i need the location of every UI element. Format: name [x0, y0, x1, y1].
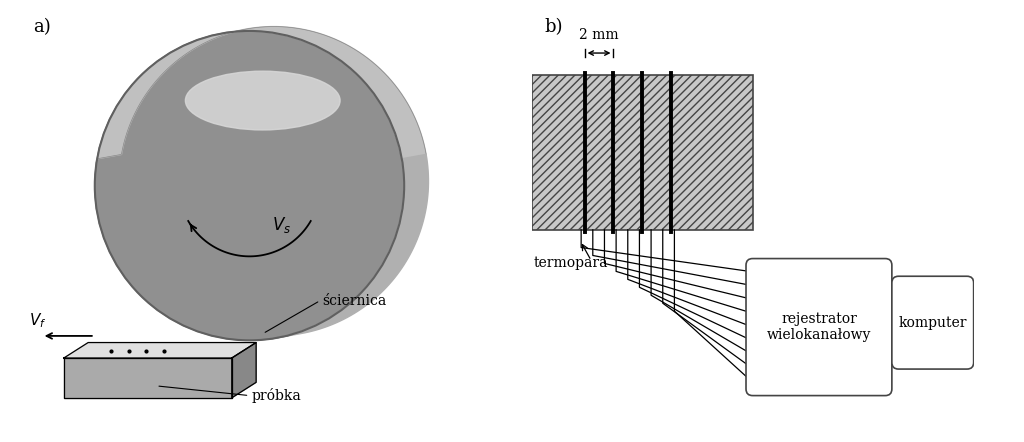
Text: 2 mm: 2 mm: [580, 28, 618, 42]
Polygon shape: [97, 27, 426, 159]
Circle shape: [95, 31, 404, 340]
Text: termopara: termopara: [534, 256, 608, 271]
Text: $V_f$: $V_f$: [29, 311, 46, 330]
Polygon shape: [63, 358, 231, 398]
Bar: [531, 75, 753, 230]
Text: rejestrator
wielokanałowy: rejestrator wielokanałowy: [767, 312, 871, 342]
Text: b): b): [545, 18, 563, 36]
FancyBboxPatch shape: [746, 259, 892, 396]
Polygon shape: [276, 154, 428, 338]
Polygon shape: [63, 343, 256, 358]
FancyBboxPatch shape: [892, 276, 974, 369]
Text: komputer: komputer: [898, 316, 967, 330]
Text: $V_s$: $V_s$: [271, 215, 291, 236]
Text: ściernica: ściernica: [323, 293, 387, 308]
Polygon shape: [231, 343, 256, 398]
Text: a): a): [33, 18, 50, 36]
Text: próbka: próbka: [252, 388, 301, 403]
Ellipse shape: [185, 71, 340, 130]
